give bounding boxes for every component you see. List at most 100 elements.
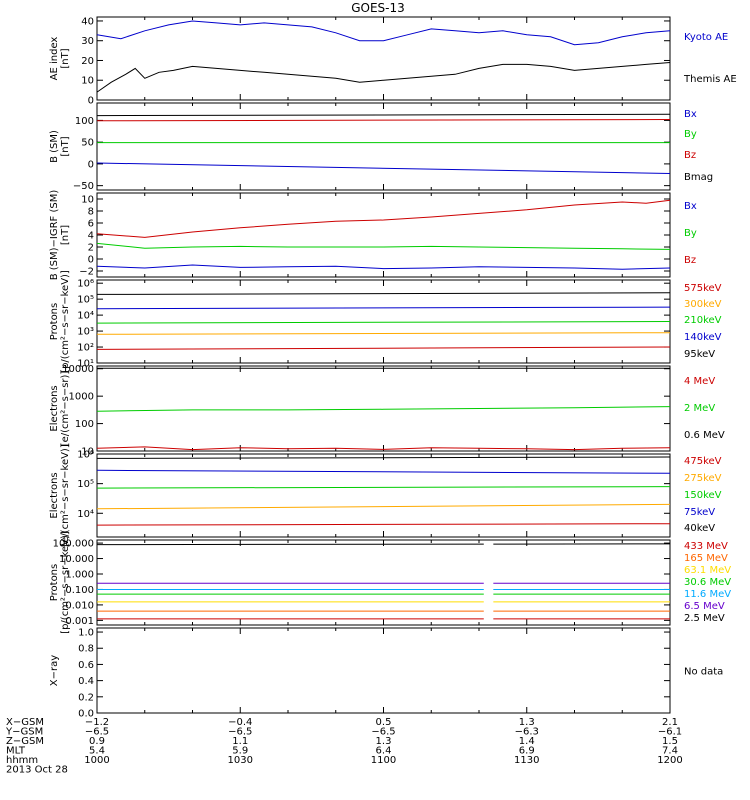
legend-entry: 275keV <box>684 473 722 484</box>
series-line-bz <box>96 119 671 122</box>
ytick-label: 10³ <box>77 327 94 338</box>
series-line-bx <box>96 264 671 270</box>
y-axis-label-line1: Protons <box>49 564 60 601</box>
legend-entry: By <box>684 129 697 140</box>
footer-value: 6.9 <box>519 746 535 757</box>
series-line-95kev <box>96 292 671 295</box>
ytick-label: 10⁶ <box>77 450 94 461</box>
y-axis-label-line2: [nT] <box>60 225 71 245</box>
plot-title: GOES-13 <box>351 1 405 15</box>
ytick-label: 10.000 <box>59 554 94 565</box>
series-line-475kev <box>96 523 671 526</box>
legend-entry: Bz <box>684 150 696 161</box>
ytick-label: 100.000 <box>53 539 94 550</box>
footer-row-label: Z−GSM <box>6 736 44 747</box>
footer-value: 1130 <box>514 755 539 766</box>
panel-frame <box>96 539 671 626</box>
legend-entry: 433 MeV <box>684 541 728 552</box>
ytick-label: 0.8 <box>78 644 94 655</box>
ytick-label: 10⁵ <box>77 295 94 306</box>
footer-value: 5.4 <box>89 746 105 757</box>
ytick-label: 10000 <box>62 364 94 375</box>
series-line-by <box>96 242 671 250</box>
legend-entry: 575keV <box>684 283 722 294</box>
ytick-label: 10⁶ <box>77 279 94 290</box>
panel-ae: 0 10 20 30 40 AE index[nT] Kyoto AE Themis AE <box>49 16 737 106</box>
y-axis-label-line1: Electrons <box>49 472 60 518</box>
footer-value: 5.9 <box>232 746 248 757</box>
ytick-label: 20 <box>81 56 94 67</box>
legend-entry: Themis AE <box>683 74 737 85</box>
ytick-label: 0.100 <box>65 585 94 596</box>
footer-row-label: Y−GSM <box>5 727 43 738</box>
legend-entry: 11.6 MeV <box>684 589 731 600</box>
panel-frame <box>96 192 671 278</box>
series-line-575kev <box>96 346 671 350</box>
footer-value: 1200 <box>657 755 682 766</box>
footer-row-label: hhmm <box>6 755 38 766</box>
series-line-bz <box>96 199 671 238</box>
series-line-275kev <box>96 503 671 510</box>
legend-entry: By <box>684 228 697 239</box>
series-line-2.5-mev <box>96 543 671 546</box>
panel-bsm: −50 0 50 100 B (SM)[nT] Bx By Bz Bmag <box>49 102 713 192</box>
footer-value: −6.1 <box>658 727 682 738</box>
legend-entry: 2.5 MeV <box>684 613 725 624</box>
ytick-label: 10⁴ <box>77 311 94 322</box>
ytick-label: −2 <box>79 267 94 278</box>
series-line-4-mev <box>96 446 671 451</box>
footer-value: 6.4 <box>376 746 392 757</box>
series-line-bmag <box>96 113 671 117</box>
y-axis-label-line1: B (SM)−IGRF (SM) <box>49 190 60 281</box>
legend-entry: 210keV <box>684 315 722 326</box>
orbit-footer: X−GSM −1.2 −0.4 0.5 1.3 2.1 Y−GSM −6.5 −6.5 −6.5 −… <box>5 717 683 776</box>
ytick-label: 0.6 <box>78 660 94 671</box>
ytick-label: −50 <box>73 181 94 192</box>
footer-value: 7.4 <box>662 746 678 757</box>
ytick-label: 100 <box>75 419 94 430</box>
series-line-themis-ae <box>96 62 671 93</box>
legend-entry: 150keV <box>684 490 722 501</box>
y-axis-label: B (SM)−IGRF (SM)[nT] <box>49 190 71 281</box>
legend-entry: Bmag <box>684 172 713 183</box>
y-axis-label-line1: X−ray <box>49 655 60 686</box>
y-axis-label: Protons[p/(cm²−s−sr−keV)] <box>49 531 71 634</box>
footer-value: 2.1 <box>662 717 678 728</box>
legend-entry: 300keV <box>684 299 722 310</box>
y-axis-label-line2: [nT] <box>60 48 71 68</box>
legend-entry: 4 MeV <box>684 376 715 387</box>
ytick-label: 0 <box>88 255 94 266</box>
ytick-label: 0.4 <box>78 676 94 687</box>
y-axis-label-line2: [e/(cm²−s−sr−keV)] <box>60 444 71 547</box>
footer-value: −6.5 <box>228 727 252 738</box>
panel-frame <box>96 102 671 191</box>
ytick-label: 8 <box>88 207 94 218</box>
y-axis-label: Protons[p/(cm²−s−sr−keV)] <box>49 270 71 373</box>
series-line-kyoto-ae <box>96 20 671 46</box>
legend-entry: 2 MeV <box>684 403 715 414</box>
ytick-label: 0.2 <box>78 692 94 703</box>
footer-value: 1100 <box>371 755 396 766</box>
footer-value: 1.5 <box>662 736 678 747</box>
panel-frame <box>96 16 671 101</box>
ytick-label: 50 <box>81 138 94 149</box>
y-axis-label-line2: [p/(cm²−s−sr−keV)] <box>60 531 71 634</box>
ytick-label: 0.0 <box>78 709 94 720</box>
no-data-note: No data <box>684 667 723 678</box>
ytick-label: 0 <box>88 96 94 107</box>
legend-entry: 140keV <box>684 332 722 343</box>
ytick-label: 10⁴ <box>77 509 94 520</box>
panel-protons1: 10¹ 10² 10³ 10⁴ 10⁵ 10⁶ Protons[p/(cm²−s−sr−ke… <box>49 270 722 373</box>
y-axis-label: X−ray <box>49 655 60 686</box>
y-axis-label-line1: Electrons <box>49 385 60 431</box>
legend-entry: 165 MeV <box>684 553 728 564</box>
series-line-75kev <box>96 469 671 474</box>
panel-electrons2: 10⁴ 10⁵ 10⁶ Electrons[e/(cm²−s−sr−keV)] 475k… <box>49 444 722 547</box>
y-axis-label: B (SM)[nT] <box>49 130 71 163</box>
footer-value: 1.3 <box>519 717 535 728</box>
legend-entry: 0.6 MeV <box>684 430 725 441</box>
ytick-label: 10 <box>81 195 94 206</box>
footer-value: −1.2 <box>85 717 109 728</box>
series-line-40kev <box>96 456 671 459</box>
